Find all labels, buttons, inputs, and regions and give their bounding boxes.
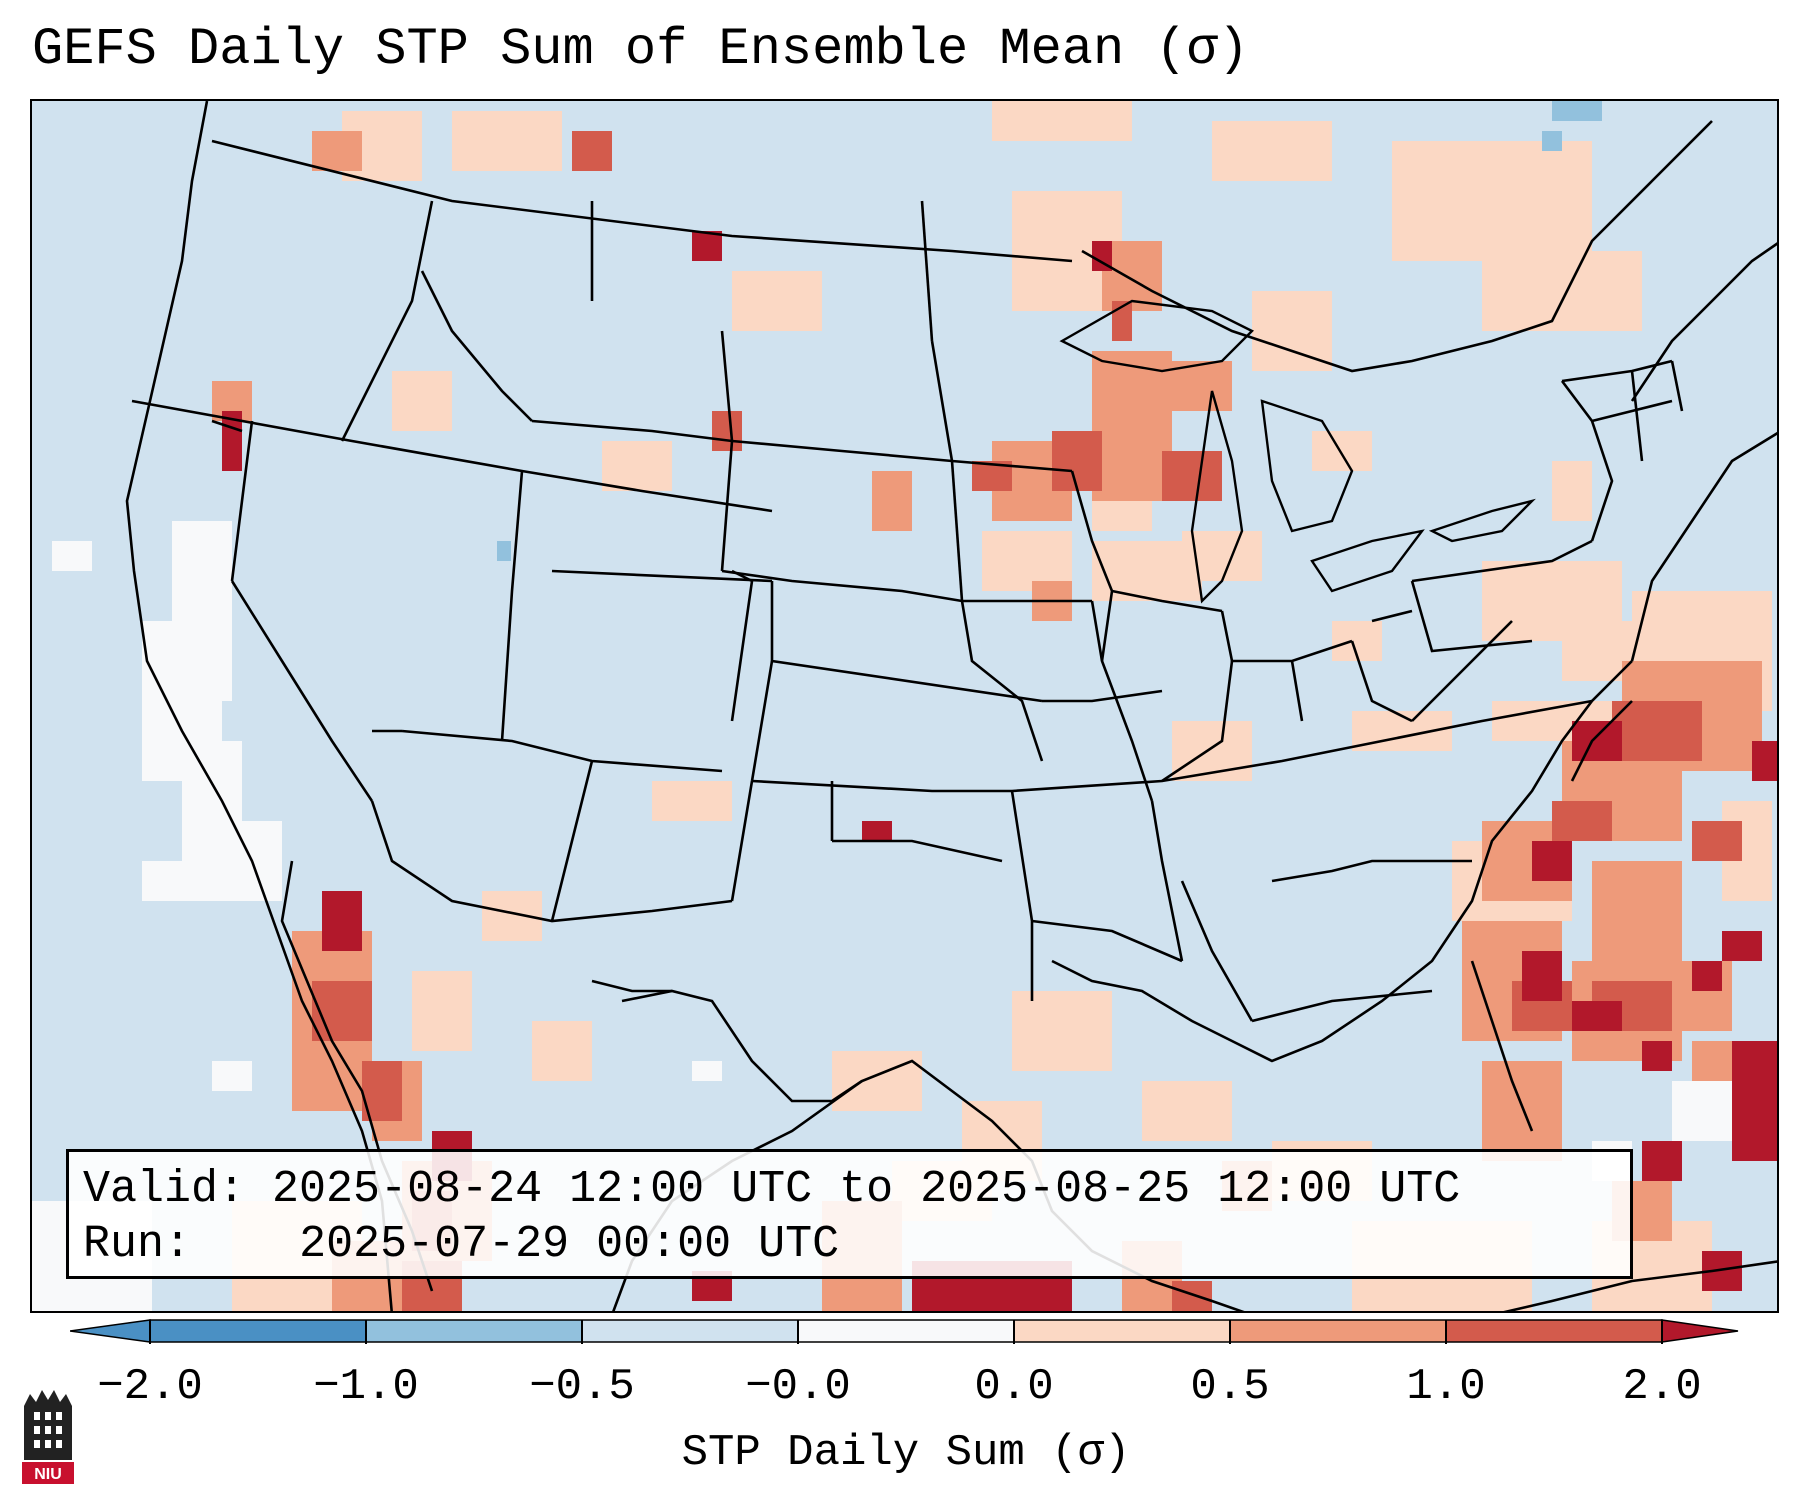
stp-anomaly-cells (32, 101, 1777, 1311)
colorbar-segment (366, 1320, 582, 1342)
colorbar-label: STP Daily Sum (σ) (681, 1428, 1131, 1478)
run-label: Run: (83, 1219, 192, 1270)
logo-text: NIU (34, 1466, 62, 1483)
tick-label: −0.5 (529, 1362, 635, 1412)
colorbar (70, 1319, 1739, 1344)
colorbar-high-extend (1661, 1319, 1739, 1343)
map-canvas (32, 101, 1777, 1311)
colorbar-segment (1446, 1320, 1662, 1342)
page-title: GEFS Daily STP Sum of Ensemble Mean (σ) (32, 20, 1249, 79)
run-value: 2025-07-29 00:00 UTC (299, 1219, 840, 1270)
colorbar-low-extend (70, 1319, 151, 1343)
colorbar-ticks (149, 1320, 1663, 1344)
run-row: Run: 2025-07-29 00:00 UTC (83, 1217, 1616, 1272)
cells-negative (497, 101, 1602, 561)
colorbar-segment (1014, 1320, 1230, 1342)
tick-label: −2.0 (97, 1362, 203, 1412)
great-lakes (1059, 299, 1536, 604)
valid-value: 2025-08-24 12:00 UTC to 2025-08-25 12:00… (272, 1164, 1461, 1215)
tick-label: 0.5 (1190, 1362, 1270, 1412)
valid-row: Valid: 2025-08-24 12:00 UTC to 2025-08-2… (83, 1162, 1616, 1217)
tick-label: −0.0 (745, 1362, 851, 1412)
political-borders (131, 120, 1713, 1103)
niu-logo-icon: NIU (22, 1390, 74, 1484)
tick-label: 1.0 (1406, 1362, 1486, 1412)
tick-label: 2.0 (1622, 1362, 1702, 1412)
cells-negative-near-zero (32, 521, 1732, 1311)
map-panel[interactable] (30, 99, 1779, 1313)
cells-above-2.0 (222, 231, 1777, 1311)
tick-label: −1.0 (313, 1362, 419, 1412)
info-box: Valid: 2025-08-24 12:00 UTC to 2025-08-2… (66, 1149, 1633, 1279)
colorbar-segment (1230, 1320, 1446, 1342)
valid-label: Valid: (83, 1164, 246, 1215)
colorbar-segment (150, 1320, 366, 1342)
tick-label: 0.0 (974, 1362, 1054, 1412)
colorbar-segment (798, 1320, 1014, 1342)
colorbar-segment (582, 1320, 798, 1342)
